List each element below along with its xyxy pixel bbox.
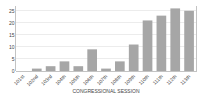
svg-text:15: 15 (9, 32, 15, 38)
svg-text:108th: 108th (109, 73, 122, 86)
svg-text:107th: 107th (95, 73, 108, 86)
svg-text:0: 0 (12, 68, 15, 74)
svg-text:105th: 105th (68, 73, 81, 86)
svg-text:101st: 101st (13, 73, 26, 86)
svg-text:112th: 112th (165, 73, 178, 86)
svg-text:25: 25 (9, 8, 15, 14)
svg-text:109th: 109th (123, 73, 136, 86)
svg-text:106th: 106th (82, 73, 95, 86)
svg-text:20: 20 (9, 20, 15, 26)
svg-text:110th: 110th (137, 73, 150, 86)
svg-text:104th: 104th (54, 73, 67, 86)
svg-text:10: 10 (9, 44, 15, 50)
svg-text:CONGRESSIONAL SESSION: CONGRESSIONAL SESSION (72, 88, 139, 94)
svg-text:111th: 111th (151, 73, 164, 86)
svg-text:5: 5 (12, 56, 15, 62)
svg-text:102nd: 102nd (25, 73, 39, 87)
svg-text:103rd: 103rd (40, 73, 53, 86)
svg-text:113th: 113th (179, 73, 192, 86)
